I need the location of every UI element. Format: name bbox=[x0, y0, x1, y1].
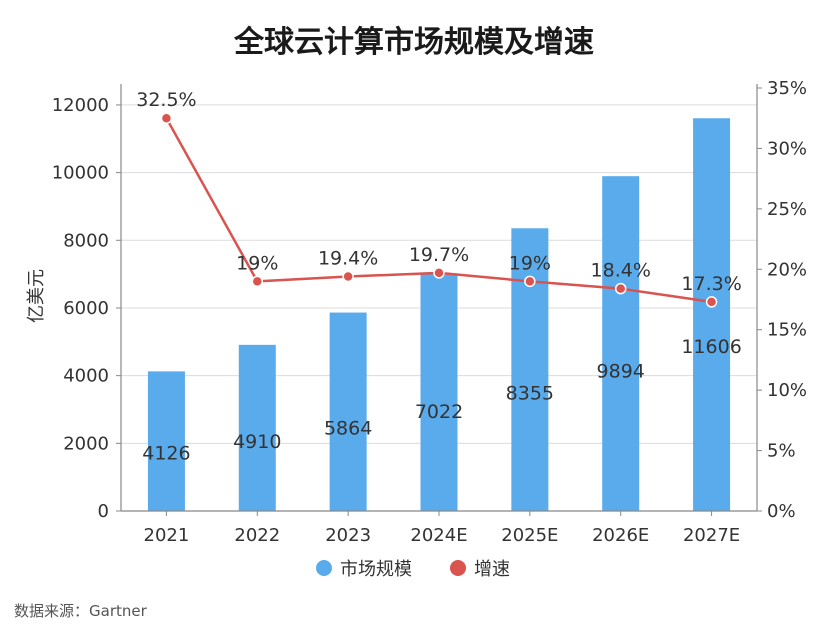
x-tick-label: 2023 bbox=[325, 525, 371, 546]
x-tick-label: 2027E bbox=[683, 525, 740, 546]
y2-tick-label: 30% bbox=[767, 138, 807, 159]
bar-value-label: 8355 bbox=[506, 382, 554, 404]
bar-value-label: 7022 bbox=[415, 401, 463, 423]
x-tick-label: 2022 bbox=[234, 525, 280, 546]
y2-tick-label: 35% bbox=[767, 78, 807, 99]
y2-tick-label: 10% bbox=[767, 380, 807, 401]
chart-title: 全球云计算市场规模及增速 bbox=[233, 25, 594, 60]
growth-point bbox=[433, 267, 445, 279]
growth-value-label: 18.4% bbox=[591, 260, 651, 282]
growth-point bbox=[251, 275, 264, 288]
y-tick-label: 0 bbox=[98, 501, 109, 522]
growth-value-label: 19.4% bbox=[318, 248, 378, 270]
y-tick-label: 12000 bbox=[52, 95, 109, 116]
data-labels: 4126 4910 5864 7022 8355 9894 11606 32.5% 19% 19.… bbox=[136, 89, 742, 464]
bar bbox=[147, 371, 185, 511]
y-tick-label: 10000 bbox=[52, 163, 109, 184]
legend-marker-bars bbox=[316, 560, 332, 576]
bar bbox=[238, 344, 276, 511]
bar-value-label: 9894 bbox=[597, 360, 645, 382]
bar-value-label: 5864 bbox=[324, 418, 372, 440]
line-series bbox=[160, 112, 718, 308]
growth-point bbox=[614, 282, 627, 295]
legend: 市场规模 增速 bbox=[316, 559, 510, 580]
bar bbox=[329, 312, 367, 511]
axes: 0 2000 4000 6000 8000 10000 12000 0% 5% 10% 15% 20%… bbox=[52, 78, 807, 546]
bar-value-label: 4126 bbox=[142, 442, 190, 464]
x-tick-label: 2026E bbox=[592, 525, 649, 546]
bar-series bbox=[147, 118, 731, 512]
growth-point bbox=[160, 112, 173, 124]
x-tick-label: 2021 bbox=[144, 525, 190, 546]
y-tick-label: 8000 bbox=[63, 230, 109, 251]
y-tick-label: 2000 bbox=[63, 433, 109, 454]
y-tick-label: 4000 bbox=[63, 366, 109, 387]
y2-tick-label: 25% bbox=[767, 199, 807, 220]
growth-value-label: 17.3% bbox=[681, 273, 741, 295]
bar bbox=[602, 176, 640, 511]
y2-tick-label: 5% bbox=[767, 441, 796, 462]
legend-label-bars: 市场规模 bbox=[340, 559, 412, 580]
growth-value-label: 19% bbox=[509, 252, 551, 274]
x-tick-label: 2024E bbox=[410, 525, 467, 546]
y-axis-label: 亿美元 bbox=[26, 269, 47, 323]
growth-point bbox=[524, 275, 536, 288]
bar bbox=[693, 118, 731, 511]
y-tick-label: 6000 bbox=[63, 298, 109, 319]
bar-value-label: 4910 bbox=[233, 431, 281, 453]
x-tick-label: 2025E bbox=[501, 525, 558, 546]
growth-point bbox=[705, 296, 718, 308]
legend-label-line: 增速 bbox=[474, 559, 510, 580]
source-note: 数据来源：Gartner bbox=[14, 602, 148, 620]
growth-point bbox=[342, 270, 354, 283]
bar bbox=[420, 273, 458, 511]
growth-value-label: 19% bbox=[236, 252, 278, 274]
growth-value-label: 19.7% bbox=[409, 244, 469, 266]
y2-tick-label: 15% bbox=[767, 320, 807, 341]
bar bbox=[511, 228, 549, 512]
y2-tick-label: 0% bbox=[767, 501, 796, 522]
bar-value-label: 11606 bbox=[681, 336, 741, 358]
y2-tick-label: 20% bbox=[767, 259, 807, 280]
legend-marker-line bbox=[450, 560, 466, 576]
growth-value-label: 32.5% bbox=[136, 89, 196, 111]
